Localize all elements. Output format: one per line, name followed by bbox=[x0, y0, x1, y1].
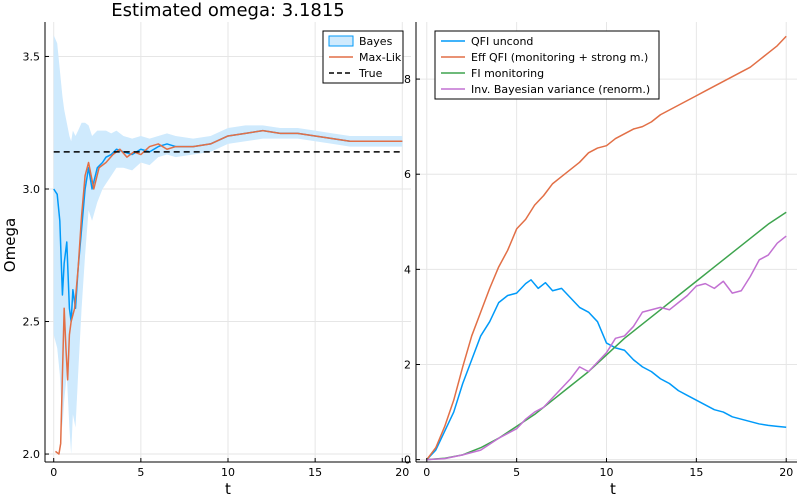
chart0-band-0 bbox=[53, 35, 403, 455]
chart1-legend-label-1: Eff QFI (monitoring + strong m.) bbox=[471, 51, 648, 64]
chart0-xtick-label-4: 20 bbox=[395, 466, 409, 479]
chart0-legend-label-2: True bbox=[358, 67, 383, 80]
chart0-ytick-label-2: 3.0 bbox=[23, 183, 41, 196]
right-x-axis-label: t bbox=[610, 480, 616, 498]
chart1-line-2 bbox=[426, 211, 787, 461]
chart1-series-2 bbox=[426, 211, 787, 461]
chart0-xtick-label-0: 0 bbox=[50, 466, 57, 479]
chart0-legend-label-0: Bayes bbox=[359, 35, 393, 48]
chart1-series-0 bbox=[426, 279, 787, 461]
left-y-axis-label: Omega bbox=[1, 218, 19, 272]
chart0-axes: 0 5 10 15 202.02.53.03.5 bbox=[23, 22, 411, 479]
chart1-ytick-label-0: 0 bbox=[404, 454, 411, 467]
chart1-xtick-label-4: 20 bbox=[779, 466, 793, 479]
left-chart-title: Estimated omega: 3.1815 bbox=[111, 0, 345, 21]
chart1-legend-box bbox=[434, 30, 660, 100]
chart1-axes: 0 5 10 15 20 0 2 4 6 8 bbox=[404, 22, 797, 479]
chart1-legend: QFI uncond Eff QFI (monitoring + strong m… bbox=[434, 30, 660, 100]
chart1-xtick-label-0: 0 bbox=[423, 466, 430, 479]
right-chart-panel: 0 5 10 15 20 0 2 4 6 8 QFI uncond Eff QFI (monitori… bbox=[404, 22, 797, 498]
chart0-ytick-label-1: 2.5 bbox=[23, 316, 41, 329]
chart1-legend-label-3: Inv. Bayesian variance (renorm.) bbox=[471, 83, 650, 96]
chart0-legend: Bayes Max-Lik True bbox=[322, 30, 404, 84]
right-plot-area: 0 5 10 15 20 0 2 4 6 8 QFI uncond Eff QFI (monitori… bbox=[404, 22, 797, 479]
chart0-legend-label-1: Max-Lik bbox=[359, 51, 402, 64]
chart0-xtick-label-3: 15 bbox=[308, 466, 322, 479]
chart0-ytick-label-0: 2.0 bbox=[23, 448, 41, 461]
chart1-line-3 bbox=[426, 235, 787, 461]
chart0-legend-swatch-0 bbox=[328, 35, 354, 47]
chart1-line-0 bbox=[426, 279, 787, 461]
chart1-ytick-label-2: 4 bbox=[404, 263, 411, 276]
chart1-series-1 bbox=[426, 35, 787, 461]
left-x-axis-label: t bbox=[225, 480, 231, 498]
chart1-xtick-label-3: 15 bbox=[689, 466, 703, 479]
chart1-xtick-label-1: 5 bbox=[513, 466, 520, 479]
chart0-xtick-label-2: 10 bbox=[221, 466, 235, 479]
chart0-xtick-label-1: 5 bbox=[137, 466, 144, 479]
chart0-series-1 bbox=[55, 129, 403, 455]
chart1-xtick-label-2: 10 bbox=[600, 466, 614, 479]
chart1-line-1 bbox=[426, 35, 787, 461]
chart1-legend-label-0: QFI uncond bbox=[471, 35, 533, 48]
chart1-ytick-label-1: 2 bbox=[404, 358, 411, 371]
chart1-ytick-label-4: 8 bbox=[404, 73, 411, 86]
left-chart-panel: Estimated omega: 3.1815 0 5 10 15 202.02.53.… bbox=[1, 0, 411, 498]
chart1-series-3 bbox=[426, 235, 787, 461]
chart0-ytick-label-3: 3.5 bbox=[23, 50, 41, 63]
chart0-line-1 bbox=[55, 129, 403, 455]
chart1-ytick-label-3: 6 bbox=[404, 168, 411, 181]
chart1-legend-label-2: FI monitoring bbox=[471, 67, 544, 80]
